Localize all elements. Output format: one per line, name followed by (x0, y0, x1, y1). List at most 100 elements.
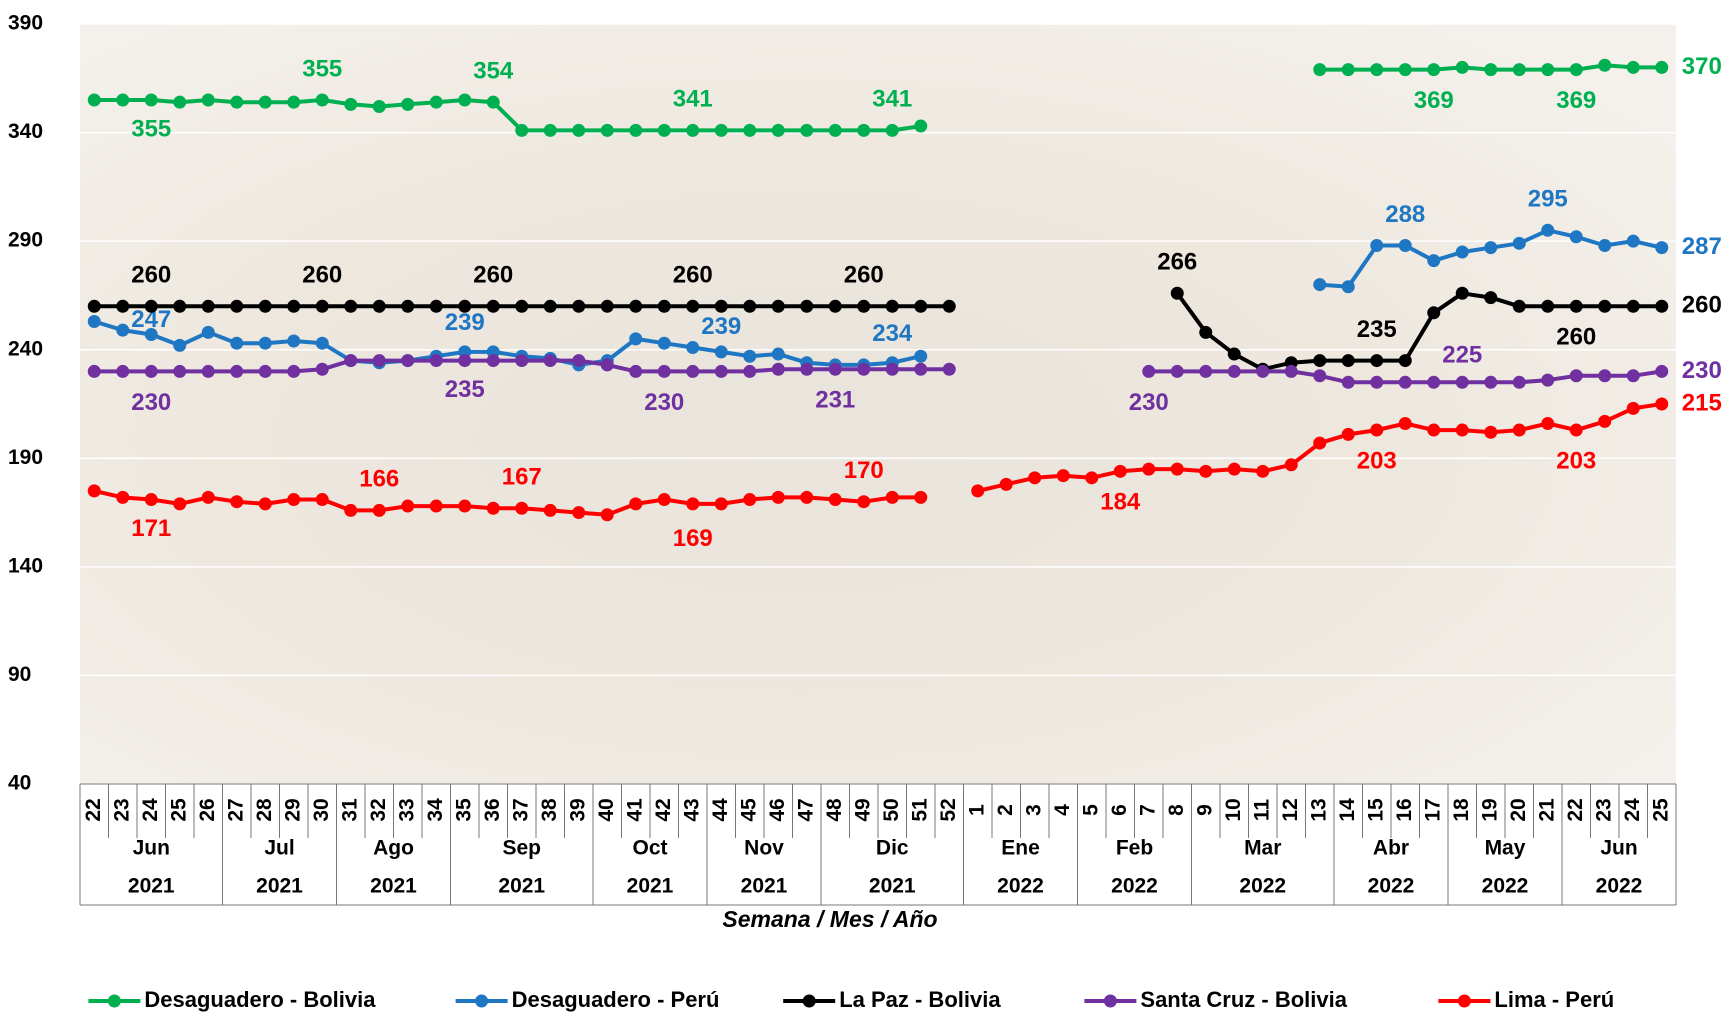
x-tick-label: 7 (1136, 804, 1159, 816)
y-tick-label: 240 (8, 337, 43, 360)
year-label: 2021 (869, 875, 916, 898)
point (600, 123, 614, 137)
point (230, 495, 244, 509)
point (144, 493, 158, 507)
year-label: 2022 (1596, 875, 1643, 898)
point (771, 362, 785, 376)
legend-marker (475, 994, 489, 1008)
point (486, 299, 500, 313)
x-tick-label: 12 (1279, 798, 1302, 821)
data-label: 203 (1556, 447, 1596, 474)
point (1512, 375, 1526, 389)
x-tick-label: 23 (1592, 798, 1615, 821)
point (87, 364, 101, 378)
x-tick-label: 15 (1364, 798, 1387, 822)
point (714, 299, 728, 313)
y-tick-label: 390 (8, 12, 43, 35)
data-label: 234 (872, 320, 913, 347)
point (914, 362, 928, 376)
data-label: 230 (644, 389, 684, 416)
x-tick-label: 14 (1336, 798, 1359, 822)
point (429, 95, 443, 109)
point (1455, 423, 1469, 437)
month-label: Mar (1244, 837, 1281, 860)
point (771, 490, 785, 504)
point (714, 123, 728, 137)
point (1455, 60, 1469, 74)
x-tick-label: 3 (1022, 804, 1045, 816)
point (258, 336, 272, 350)
point (458, 499, 472, 513)
point (885, 123, 899, 137)
point (657, 364, 671, 378)
data-label: 295 (1528, 186, 1568, 213)
point (116, 323, 130, 337)
point (201, 325, 215, 339)
data-label: 166 (359, 466, 399, 493)
year-label: 2021 (128, 875, 175, 898)
point (372, 100, 386, 114)
point (1313, 436, 1327, 450)
x-tick-label: 4 (1051, 804, 1074, 816)
x-tick-label: 40 (595, 798, 618, 821)
point (1199, 325, 1213, 339)
point (1370, 238, 1384, 252)
point (287, 334, 301, 348)
point (1370, 354, 1384, 368)
legend-label: Lima - Perú (1494, 987, 1614, 1012)
point (1626, 369, 1640, 383)
x-tick-label: 13 (1307, 798, 1330, 821)
point (201, 93, 215, 107)
point (344, 299, 358, 313)
point (116, 364, 130, 378)
point (1370, 375, 1384, 389)
x-tick-label: 44 (709, 798, 732, 822)
point (1569, 423, 1583, 437)
point (1398, 238, 1412, 252)
data-label: 230 (131, 389, 171, 416)
point (401, 299, 415, 313)
year-label: 2022 (997, 875, 1044, 898)
x-tick-label: 2 (994, 804, 1017, 816)
point (1484, 375, 1498, 389)
x-tick-label: 52 (937, 798, 960, 821)
point (230, 299, 244, 313)
point (885, 299, 899, 313)
x-tick-label: 17 (1421, 798, 1444, 821)
point (515, 354, 529, 368)
x-tick-label: 39 (566, 798, 589, 821)
point (1512, 236, 1526, 250)
point (515, 123, 529, 137)
x-tick-label: 24 (139, 798, 162, 822)
point (458, 354, 472, 368)
point (230, 364, 244, 378)
point (173, 497, 187, 511)
data-label: 369 (1556, 87, 1596, 114)
point (1199, 364, 1213, 378)
point (429, 354, 443, 368)
point (1284, 364, 1298, 378)
point (287, 493, 301, 507)
point (714, 345, 728, 359)
point (629, 332, 643, 346)
point (743, 299, 757, 313)
point (1427, 63, 1441, 77)
x-tick-label: 23 (110, 798, 133, 821)
point (714, 364, 728, 378)
point (1598, 369, 1612, 383)
point (173, 299, 187, 313)
month-label: Jun (133, 837, 170, 860)
point (1313, 369, 1327, 383)
point (1170, 462, 1184, 476)
point (1199, 464, 1213, 478)
point (1113, 464, 1127, 478)
data-label: 239 (445, 309, 485, 336)
point (1541, 417, 1555, 431)
point (144, 93, 158, 107)
point (144, 328, 158, 342)
x-tick-label: 22 (1564, 798, 1587, 821)
y-tick-label: 140 (8, 554, 43, 577)
point (657, 493, 671, 507)
year-label: 2021 (498, 875, 545, 898)
point (1484, 291, 1498, 305)
